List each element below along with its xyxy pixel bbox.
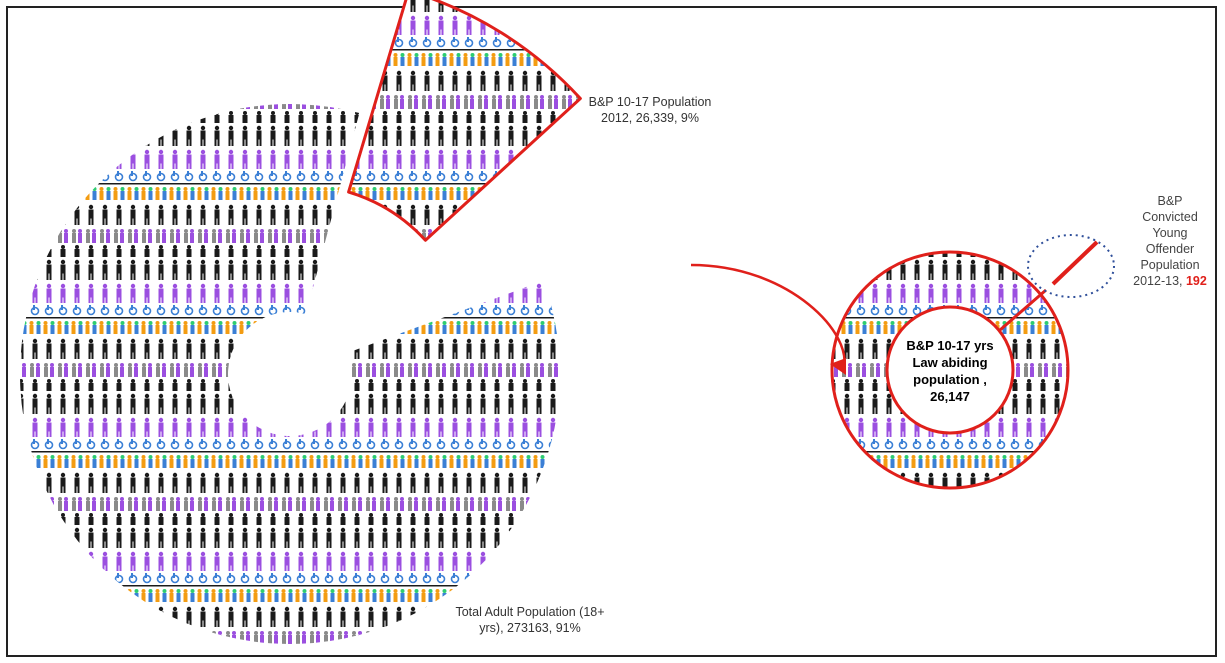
offender-line6: 2012-13, 192 (1120, 273, 1220, 289)
law-abiding-line3: population , (913, 372, 987, 387)
slice-label-youth-line2: 2012, 26,339, 9% (601, 111, 699, 125)
slice-label-youth: B&P 10-17 Population 2012, 26,339, 9% (530, 94, 770, 126)
pie-slice-youth (347, 0, 582, 242)
offender-line1: B&P (1157, 194, 1183, 208)
detail-inner-circle (885, 305, 1015, 435)
pie-slice-adult (19, 103, 560, 644)
offender-line5: Population (1140, 258, 1200, 272)
detail-wedge-marker (999, 288, 1047, 332)
law-abiding-label: B&P 10-17 yrs Law abiding population , 2… (887, 337, 1013, 405)
slice-label-adult-line2: yrs), 273163, 91% (479, 621, 581, 635)
offender-line3: Young (1152, 226, 1188, 240)
slice-label-youth-line1: B&P 10-17 Population (588, 95, 712, 109)
dotted-callout-circle (1027, 234, 1115, 298)
offender-line4: Offender (1145, 242, 1195, 256)
law-abiding-line2: Law abiding (912, 355, 988, 370)
offender-value-text: 192 (1185, 274, 1207, 288)
offender-label: B&P Convicted Young Offender Population … (1120, 193, 1220, 289)
slice-label-adult-line1: Total Adult Population (18+ (455, 605, 605, 619)
connector-arrow (690, 263, 846, 371)
law-abiding-line1: B&P 10-17 yrs (906, 338, 994, 353)
slice-label-adult: Total Adult Population (18+ yrs), 273163… (420, 604, 640, 636)
law-abiding-line4: 26,147 (930, 389, 970, 404)
offender-slice-mark (1051, 240, 1099, 286)
offender-year-text: 2012-13, (1133, 274, 1186, 288)
offender-line2: Convicted (1142, 210, 1198, 224)
connector-arrowhead (830, 358, 846, 375)
